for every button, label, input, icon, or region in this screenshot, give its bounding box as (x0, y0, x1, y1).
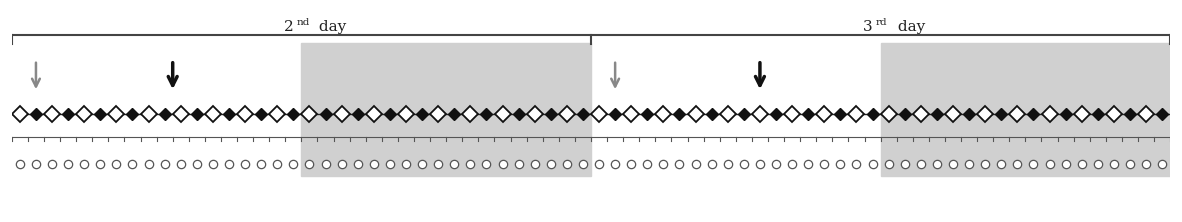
Text: rd: rd (876, 18, 888, 27)
Text: day: day (894, 20, 926, 34)
Text: nd: nd (297, 18, 310, 27)
Text: 2: 2 (284, 20, 293, 34)
Bar (301, 43, 591, 176)
Text: day: day (314, 20, 346, 34)
Bar (881, 43, 1170, 176)
Text: 3: 3 (863, 20, 872, 34)
